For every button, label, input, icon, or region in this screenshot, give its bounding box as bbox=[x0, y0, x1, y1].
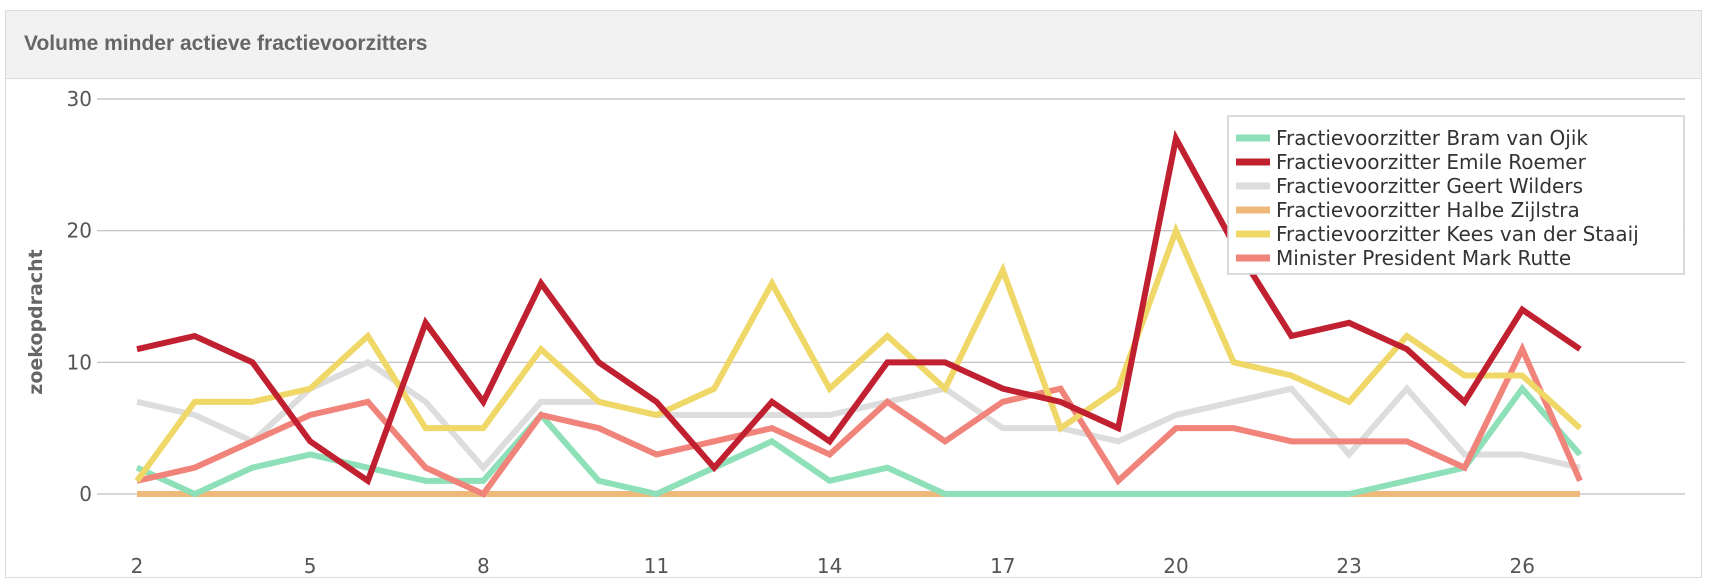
x-tick-label: 11 bbox=[644, 554, 669, 578]
panel-header: Volume minder actieve fractievoorzitters bbox=[6, 11, 1701, 79]
legend-label: Minister President Mark Rutte bbox=[1276, 246, 1571, 270]
series-line-1 bbox=[136, 129, 1582, 486]
series-line-0 bbox=[135, 383, 1583, 498]
series-lines bbox=[134, 129, 1583, 498]
x-tick-label: 14 bbox=[817, 554, 842, 578]
x-axis-ticks: 2 5 8 11 14 17 20 23 26 bbox=[131, 554, 1535, 578]
legend: Fractievoorzitter Bram van OjikFractievo… bbox=[1227, 115, 1685, 275]
series-line-5 bbox=[136, 342, 1583, 498]
y-tick-label: 10 bbox=[67, 350, 92, 374]
panel-title: Volume minder actieve fractievoorzitters bbox=[24, 32, 428, 55]
legend-label: Fractievoorzitter Geert Wilders bbox=[1276, 174, 1583, 198]
x-tick-label: 23 bbox=[1336, 554, 1361, 578]
x-tick-label: 26 bbox=[1510, 554, 1535, 578]
y-tick-label: 0 bbox=[79, 482, 92, 506]
x-tick-label: 5 bbox=[304, 554, 317, 578]
series-line-2 bbox=[136, 358, 1581, 473]
legend-label: Fractievoorzitter Halbe Zijlstra bbox=[1276, 198, 1580, 222]
x-tick-label: 2 bbox=[131, 554, 144, 578]
legend-label: Fractievoorzitter Bram van Ojik bbox=[1276, 126, 1588, 150]
y-tick-label: 30 bbox=[67, 87, 92, 111]
y-axis-ticks: 0 10 20 30 bbox=[67, 87, 92, 506]
y-tick-label: 20 bbox=[67, 219, 92, 243]
chart-panel: Volume minder actieve fractievoorzitters bbox=[5, 10, 1702, 578]
x-tick-label: 17 bbox=[990, 554, 1015, 578]
x-tick-label: 20 bbox=[1163, 554, 1188, 578]
legend-label: Fractievoorzitter Emile Roemer bbox=[1276, 150, 1587, 174]
legend-label: Fractievoorzitter Kees van der Staaij bbox=[1276, 222, 1639, 246]
series-line-4 bbox=[134, 222, 1583, 483]
x-tick-label: 8 bbox=[477, 554, 490, 578]
y-axis-label: zoekopdracht bbox=[25, 249, 47, 394]
legend-box bbox=[1227, 115, 1685, 275]
